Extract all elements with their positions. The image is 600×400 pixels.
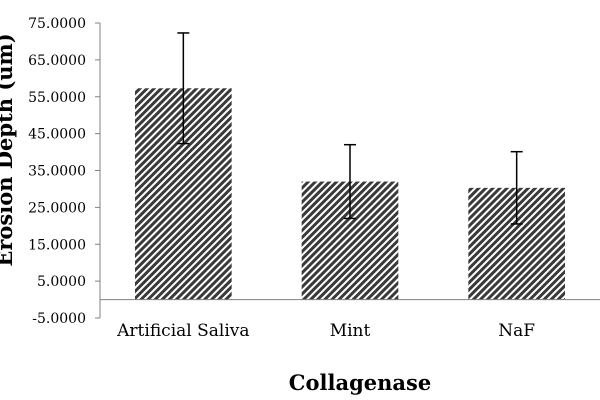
- y-tick-label: 15.0000: [28, 237, 86, 253]
- category-label: NaF: [498, 321, 535, 341]
- category-label: Mint: [330, 321, 371, 341]
- y-tick-label: -5.0000: [32, 311, 86, 327]
- y-tick-label: 35.0000: [28, 164, 86, 180]
- y-axis-ticks: 75.0000 65.0000 55.0000 45.0000 35.0000 25.00…: [28, 16, 100, 327]
- x-axis-title: Collagenase: [289, 370, 431, 395]
- y-axis-title: Erosion Depth (um): [0, 33, 17, 266]
- category-label: Artificial Saliva: [116, 321, 249, 341]
- y-tick-label: 55.0000: [28, 90, 86, 106]
- y-tick-label: 25.0000: [28, 200, 86, 216]
- category-labels: Artificial Saliva Mint NaF: [116, 321, 535, 341]
- error-bars: [177, 32, 523, 225]
- y-tick-label: 75.0000: [28, 16, 86, 32]
- y-tick-label: 65.0000: [28, 53, 86, 69]
- y-tick-label: 5.0000: [37, 274, 86, 290]
- y-tick-label: 45.0000: [28, 127, 86, 143]
